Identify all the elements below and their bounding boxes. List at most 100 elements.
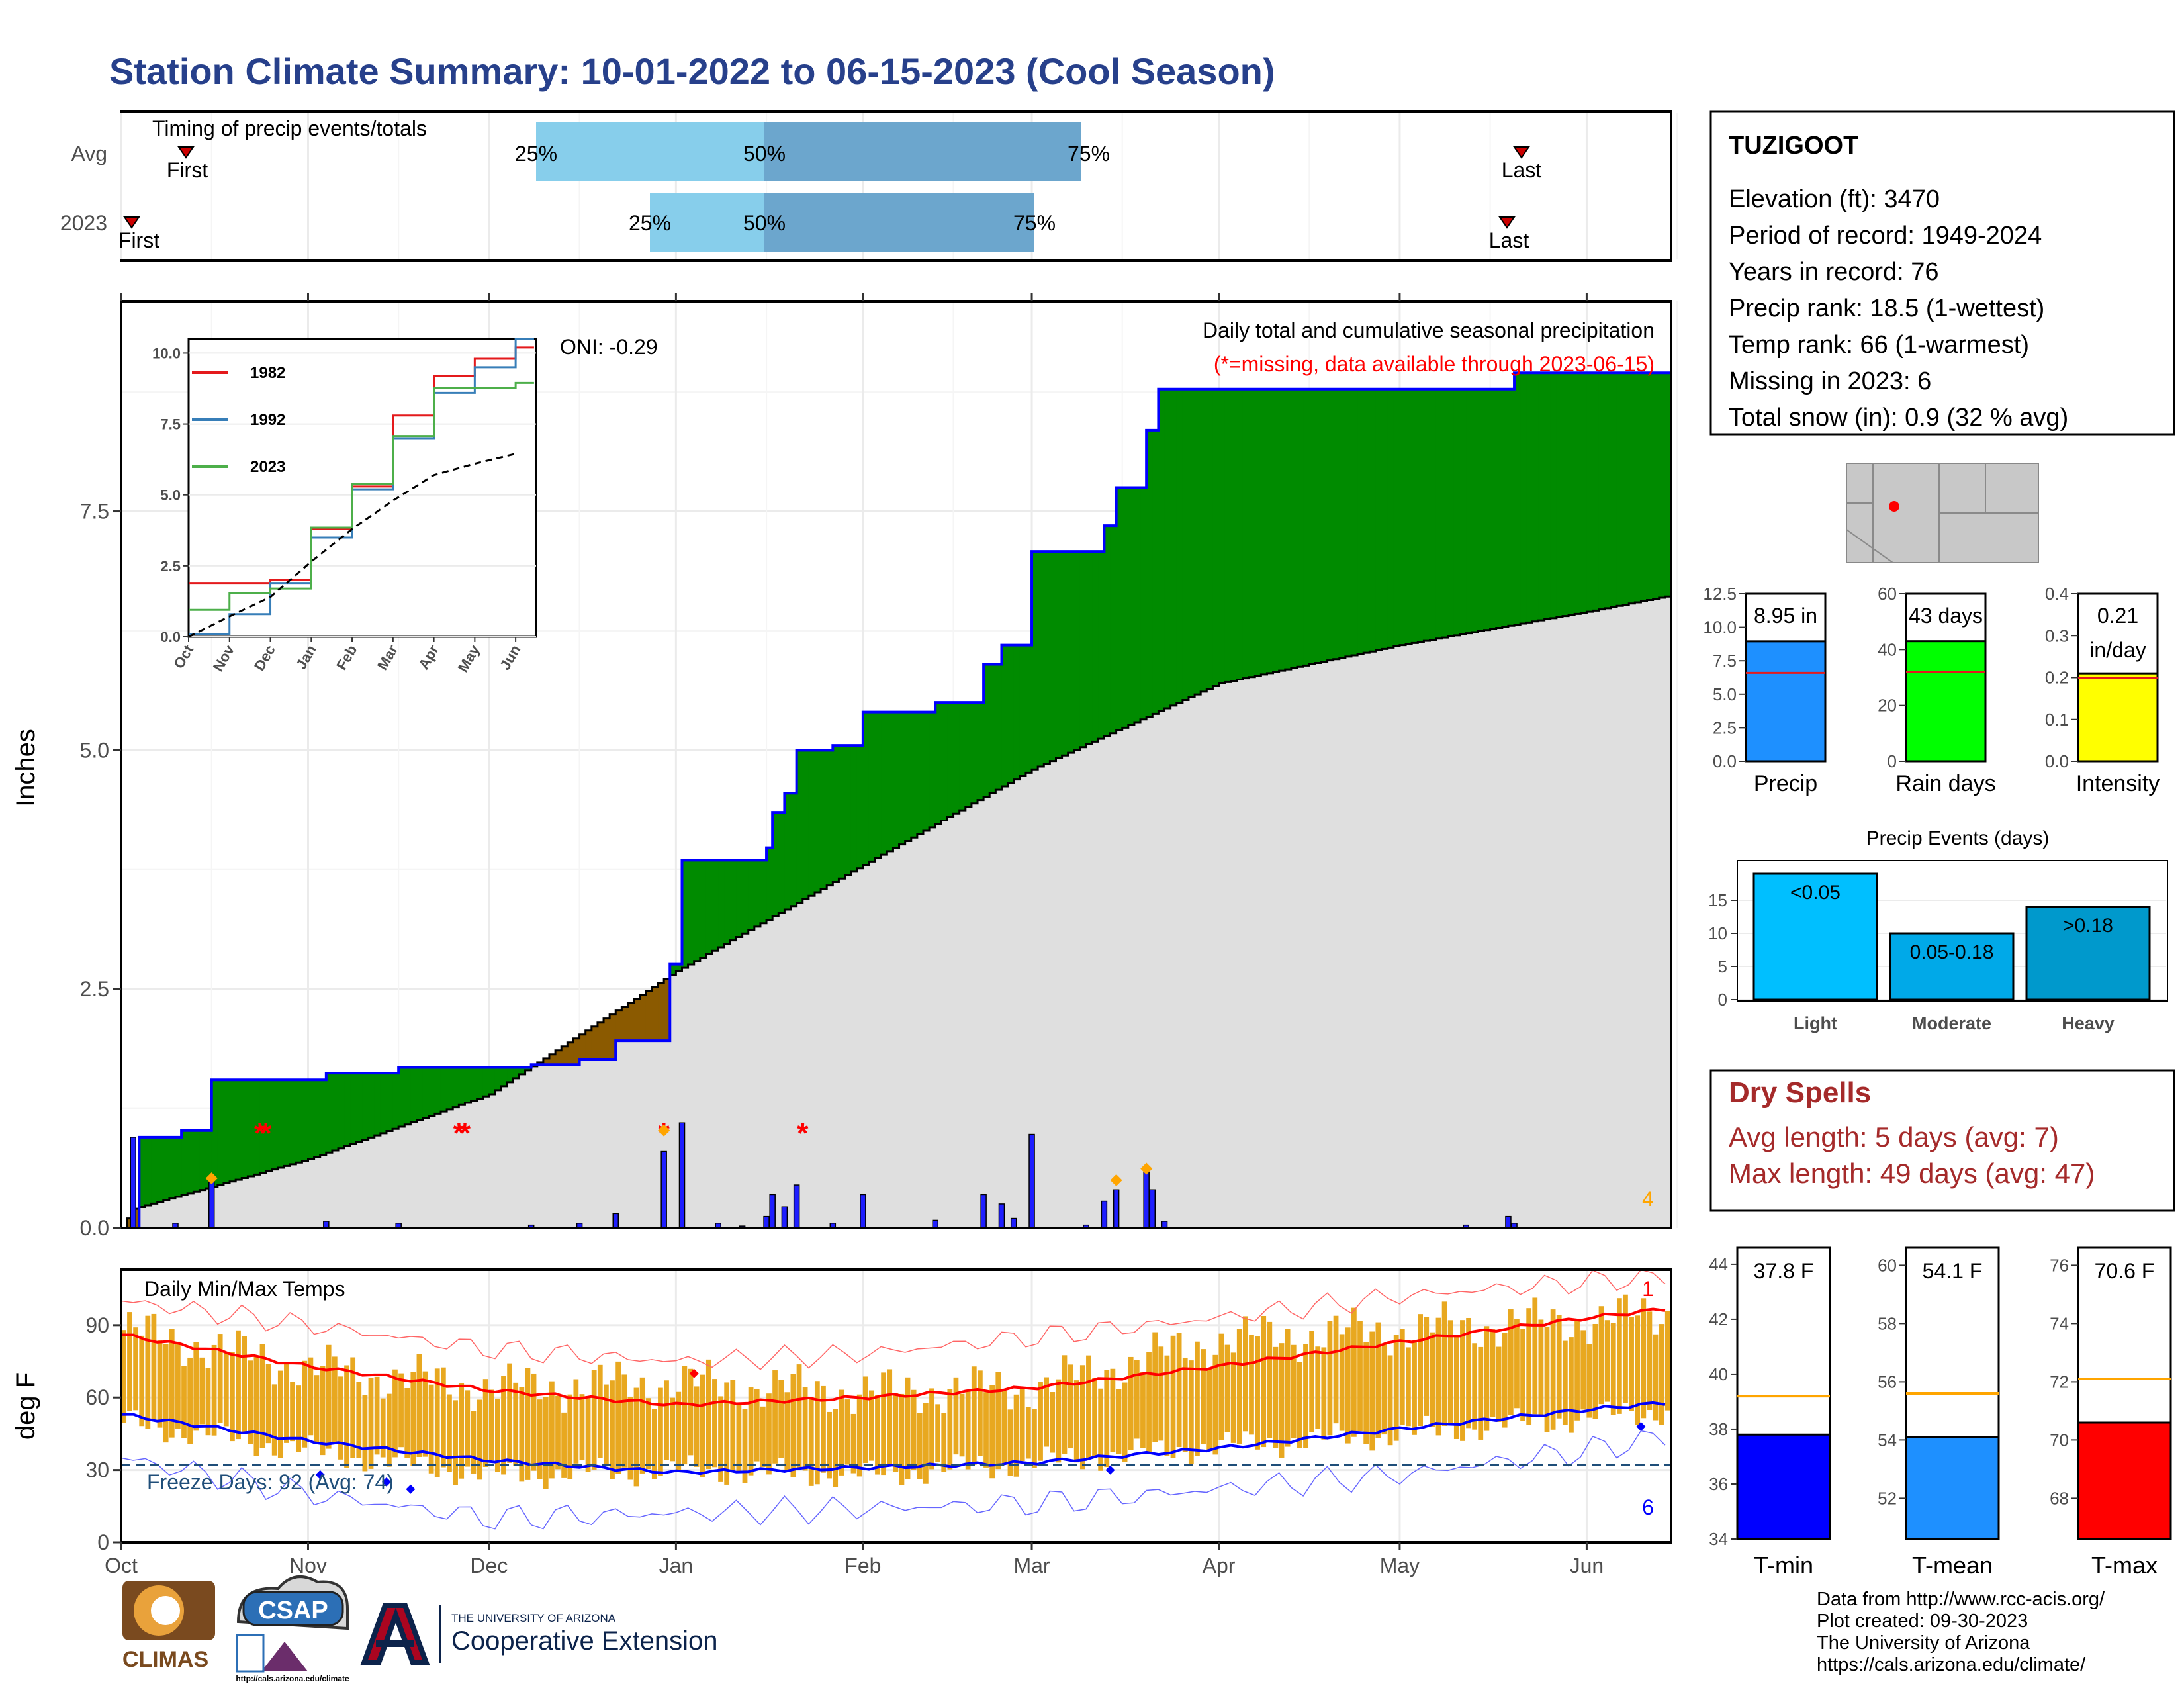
timing-2023-q75: 75%: [1013, 211, 1056, 235]
precip-ytick-label: 5.0: [80, 738, 109, 762]
daily-temp-bar: [386, 1393, 392, 1467]
surplus-area: [736, 860, 743, 937]
daily-temp-bar: [1441, 1301, 1447, 1427]
daily-temp-bar: [181, 1366, 187, 1438]
surplus-area: [1616, 373, 1623, 606]
surplus-area: [856, 745, 864, 868]
surplus-area: [236, 1080, 242, 1180]
surplus-area: [1122, 487, 1129, 728]
surplus-area: [187, 1130, 194, 1194]
daily-temp-bar: [447, 1394, 452, 1472]
temp-xtick-label: Jun: [1570, 1554, 1604, 1577]
daily-temp-bar: [145, 1315, 151, 1429]
surplus-area: [778, 812, 786, 914]
daily-temp-bar: [1291, 1344, 1297, 1439]
surplus-area: [1212, 389, 1220, 686]
deficit-area: [627, 1002, 635, 1041]
surplus-area: [1249, 389, 1255, 677]
daily-precip-bar: [1028, 1133, 1035, 1229]
daily-temp-bar: [1562, 1340, 1568, 1425]
surplus-area: [1363, 389, 1370, 653]
deficit-area: [133, 1209, 140, 1228]
surplus-area: [1182, 389, 1189, 700]
surplus-area: [1659, 373, 1666, 598]
daily-precip-bar: [678, 1122, 686, 1229]
daily-temp-bar: [1273, 1346, 1279, 1448]
mini-value-label-2: in/day: [2089, 638, 2146, 662]
events-title: Precip Events (days): [1866, 827, 2050, 849]
station-elevation: Elevation (ft): 3470: [1729, 185, 1940, 213]
surplus-area: [1279, 389, 1286, 671]
surplus-area: [1079, 551, 1087, 747]
daily-temp-bar: [163, 1344, 169, 1443]
surplus-area: [410, 1067, 418, 1123]
daily-temp-bar: [326, 1344, 332, 1449]
daily-temp-bar: [881, 1372, 886, 1476]
surplus-area: [1195, 389, 1201, 695]
daily-temp-bar: [1490, 1329, 1496, 1417]
surplus-area: [1291, 389, 1298, 669]
mini-ytick-label: 7.5: [1713, 651, 1737, 671]
daily-temp-bar: [494, 1398, 500, 1472]
daily-temp-bar: [302, 1360, 308, 1448]
daily-temp-bar: [1146, 1352, 1152, 1454]
timing-avg-first-marker: [177, 146, 195, 159]
daily-temp-bar: [1013, 1394, 1019, 1477]
temp-xtick-label: Feb: [844, 1554, 881, 1577]
station-missing: Missing in 2023: 6: [1729, 367, 1931, 395]
mini-value-label: 8.95 in: [1754, 604, 1817, 628]
surplus-area: [350, 1073, 357, 1145]
daily-temp-bar: [790, 1374, 796, 1477]
daily-temp-bar: [1345, 1327, 1351, 1444]
surplus-area: [748, 860, 755, 931]
mini-ytick-label: 2.5: [1713, 718, 1737, 737]
temp-ytick-label: 0: [97, 1530, 109, 1554]
daily-temp-bar: [1610, 1323, 1616, 1415]
daily-temp-bar: [868, 1390, 874, 1461]
daily-temp-bar: [730, 1380, 736, 1472]
surplus-area: [211, 1080, 218, 1187]
surplus-area: [730, 860, 737, 941]
daily-temp-bar: [290, 1382, 295, 1442]
surplus-area: [796, 750, 803, 903]
surplus-area: [1315, 389, 1322, 663]
timing-2023-first-label: First: [118, 228, 159, 252]
missing-day-marker: *: [453, 1117, 465, 1150]
surplus-area: [1056, 551, 1063, 759]
precip-ytick-label: 2.5: [80, 977, 109, 1001]
daily-temp-bar: [844, 1399, 850, 1465]
record-temp-marker: [406, 1484, 416, 1494]
surplus-area: [1104, 526, 1111, 736]
daily-temp-bar: [736, 1404, 742, 1473]
temp-summary-value-label: 70.6 F: [2095, 1259, 2155, 1283]
temp-xtick-label: Jan: [659, 1554, 694, 1577]
daily-temp-bar: [808, 1397, 814, 1486]
surplus-area: [718, 860, 725, 948]
surplus-area: [302, 1080, 309, 1161]
surplus-area: [1532, 373, 1539, 622]
surplus-area: [1629, 373, 1635, 604]
timing-avg-bar-early: [536, 122, 764, 181]
surplus-area: [259, 1080, 267, 1173]
daily-temp-bar: [507, 1363, 512, 1463]
footer-created: Plot created: 09-30-2023: [1817, 1611, 2028, 1632]
surplus-area: [404, 1067, 412, 1125]
surplus-area: [1592, 373, 1600, 611]
daily-temp-bar: [1152, 1332, 1158, 1442]
temp-summary-ytick-label: 36: [1709, 1474, 1728, 1494]
surplus-area: [368, 1073, 375, 1138]
daily-precip-bar: [1143, 1170, 1150, 1229]
daily-temp-bar: [284, 1362, 289, 1443]
daily-temp-bar: [615, 1361, 621, 1474]
mini-bar-label: Intensity: [2076, 771, 2160, 796]
surplus-area: [893, 712, 900, 848]
surplus-area: [1604, 373, 1612, 608]
daily-temp-bar: [1653, 1334, 1659, 1421]
daily-temp-bar: [1532, 1297, 1538, 1415]
surplus-area: [1610, 373, 1617, 608]
mini-ytick-label: 0.0: [2045, 751, 2069, 771]
surplus-area: [1170, 389, 1177, 706]
surplus-area: [265, 1080, 273, 1172]
temp-summary-ytick-label: 72: [2050, 1372, 2069, 1391]
surplus-area: [862, 712, 870, 865]
